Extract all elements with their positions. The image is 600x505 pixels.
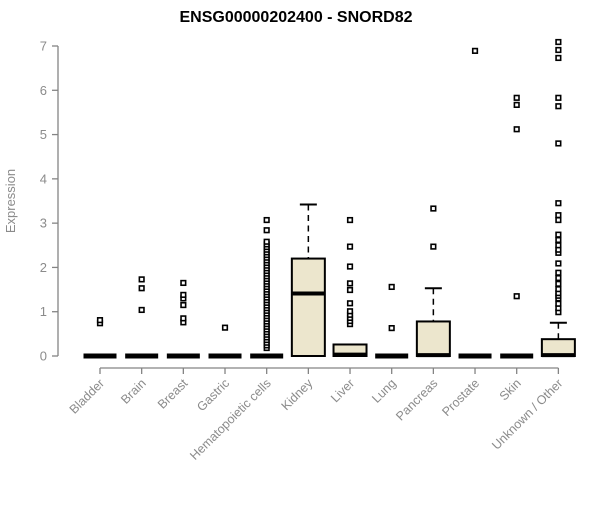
x-tick-label: Kidney	[279, 376, 316, 413]
outlier-point	[555, 54, 562, 62]
outlier-point	[513, 293, 520, 300]
outlier-point	[346, 216, 354, 224]
y-tick-label: 7	[40, 39, 47, 54]
collapsed-box	[458, 353, 492, 359]
outlier-point	[138, 285, 145, 292]
box-liver	[332, 216, 368, 358]
box-group	[83, 38, 576, 359]
outlier-point	[388, 283, 395, 291]
box-skin	[500, 94, 534, 359]
outlier-point	[180, 291, 187, 298]
box-gastric	[208, 324, 242, 359]
collapsed-box	[250, 353, 284, 359]
box-rect	[290, 257, 326, 358]
box-prostate	[458, 47, 492, 359]
outlier-point	[346, 263, 354, 270]
outlier-point	[555, 103, 562, 110]
outlier-point	[555, 300, 562, 307]
outlier-point	[555, 236, 562, 244]
outlier-point	[346, 243, 354, 250]
box-hematopoietic-cells	[250, 216, 284, 359]
box-lung	[375, 283, 409, 359]
outlier-point	[555, 280, 562, 287]
outlier-point	[346, 280, 354, 287]
x-tick-label: Skin	[497, 376, 524, 403]
x-tick-label: Lung	[369, 376, 399, 406]
outlier-point	[263, 216, 270, 224]
x-tick-label: Pancreas	[393, 376, 440, 423]
y-tick-label: 1	[40, 304, 47, 319]
outlier-point	[180, 301, 187, 309]
outlier-point	[138, 276, 145, 283]
y-axis-label: Expression	[3, 169, 18, 233]
collapsed-box	[166, 353, 200, 359]
collapsed-box	[125, 353, 159, 359]
box-kidney	[290, 203, 326, 358]
outlier-point	[388, 324, 395, 332]
outlier-point	[138, 306, 145, 314]
y-tick-label: 4	[40, 171, 47, 186]
x-tick-label: Hematopoietic cells	[187, 376, 274, 463]
outlier-point	[263, 238, 270, 245]
outlier-point	[555, 269, 562, 276]
x-tick-label: Liver	[328, 376, 357, 405]
outlier-point	[555, 200, 562, 207]
outlier-point	[555, 242, 562, 249]
x-tick-label: Breast	[155, 376, 191, 412]
outlier-point	[513, 101, 520, 108]
box-rect	[415, 320, 451, 358]
outlier-point	[263, 227, 270, 234]
y-tick-label: 3	[40, 216, 47, 231]
box-brain	[125, 276, 159, 359]
outlier-point	[555, 231, 562, 238]
box-pancreas	[415, 205, 451, 358]
chart-title: ENSG00000202400 - SNORD82	[179, 9, 412, 26]
y-tick-label: 2	[40, 260, 47, 275]
y-tick-label: 0	[40, 349, 47, 364]
x-tick-label: Gastric	[194, 376, 232, 414]
outlier-point	[555, 212, 562, 219]
y-tick-label: 5	[40, 127, 47, 142]
outlier-point	[180, 279, 187, 287]
outlier-point	[555, 216, 562, 224]
box-unknown-other	[540, 38, 576, 358]
outlier-point	[96, 317, 104, 324]
x-tick-label: Brain	[118, 376, 149, 407]
outlier-point	[346, 308, 354, 315]
x-tick-label: Unknown / Other	[489, 376, 565, 452]
outlier-point	[555, 94, 562, 101]
outlier-point	[471, 47, 479, 54]
outlier-point	[180, 315, 187, 322]
outlier-point	[513, 126, 520, 133]
outlier-point	[430, 243, 437, 250]
outlier-point	[555, 260, 562, 267]
outlier-point	[555, 286, 562, 293]
x-tick-label: Bladder	[67, 376, 107, 416]
x-tick-label: Prostate	[439, 376, 482, 419]
y-tick-label: 6	[40, 83, 47, 98]
box-bladder	[83, 317, 117, 359]
outlier-point	[555, 140, 562, 147]
collapsed-box	[500, 353, 534, 359]
outlier-point	[555, 38, 562, 46]
y-axis: 0 1 2 3 4 5 6 7	[40, 39, 59, 364]
collapsed-box	[375, 353, 409, 359]
box-breast	[166, 279, 200, 359]
outlier-point	[513, 94, 520, 101]
outlier-point	[346, 300, 354, 307]
outlier-point	[346, 286, 354, 294]
outlier-point	[430, 205, 437, 212]
outlier-point	[555, 46, 562, 54]
outlier-point	[221, 324, 229, 331]
outlier-point	[555, 274, 562, 282]
collapsed-box	[83, 353, 117, 359]
collapsed-box	[208, 353, 242, 359]
